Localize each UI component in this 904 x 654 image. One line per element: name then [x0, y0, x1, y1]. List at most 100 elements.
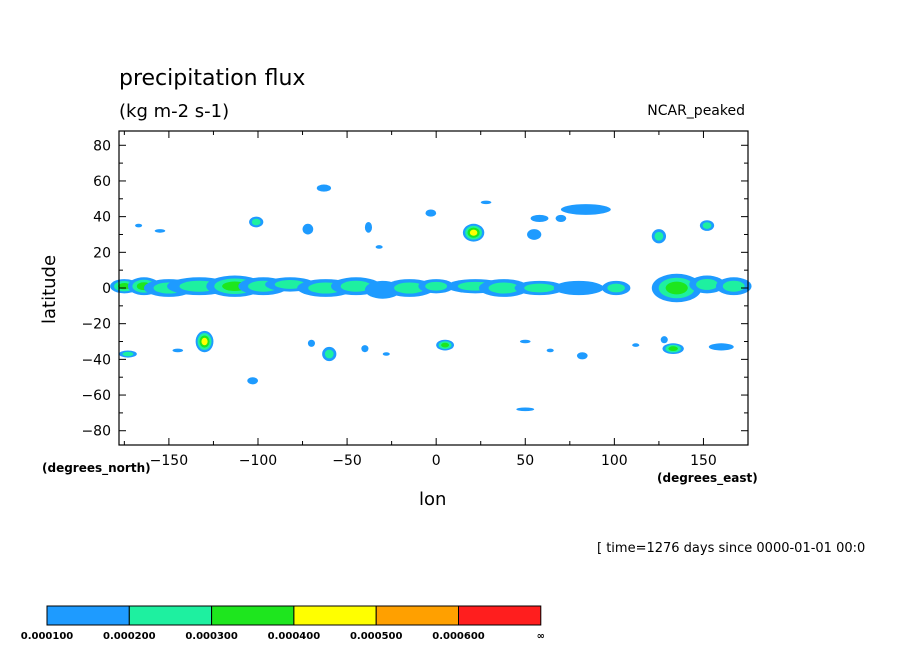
x-tick-label: 100 [601, 453, 628, 469]
precip-feature [375, 245, 383, 249]
precip-feature [632, 343, 640, 347]
contour-level-2 [702, 222, 712, 229]
contour-level-1 [527, 229, 542, 240]
x-tick-label: −150 [150, 453, 188, 469]
precip-feature [195, 330, 214, 353]
x-tick-label: 0 [432, 453, 441, 469]
precip-feature [382, 352, 390, 356]
colorbar-label: 0.000500 [350, 631, 403, 642]
precip-feature [699, 220, 715, 231]
contour-level-1 [555, 214, 567, 222]
contour-level-1 [553, 280, 604, 296]
contour-level-2 [654, 231, 664, 241]
contour-level-1 [519, 339, 531, 344]
contour-level-1 [425, 209, 437, 217]
contour-level-3 [665, 281, 688, 295]
colorbar-label: 0.000400 [268, 631, 321, 642]
y-tick-label: 80 [93, 138, 111, 154]
precip-feature [307, 339, 316, 347]
y-tick-label: −60 [81, 388, 111, 404]
y-tick-label: −20 [81, 317, 111, 333]
precip-feature [361, 345, 369, 353]
contour-level-3 [441, 342, 450, 348]
y-units-note: (degrees_north) [42, 461, 151, 475]
precip-feature [478, 279, 529, 297]
contour-level-1 [632, 343, 640, 347]
contour-level-4 [469, 229, 478, 236]
precip-feature [715, 277, 752, 296]
chart-title: precipitation flux [119, 66, 306, 91]
precip-feature [516, 407, 535, 412]
contour-level-2 [324, 349, 334, 359]
contour-level-2 [524, 283, 555, 293]
precip-feature [247, 377, 258, 385]
contour-level-2 [488, 282, 520, 294]
contour-level-1 [364, 221, 373, 233]
precip-feature [555, 214, 567, 222]
contour-level-4 [201, 337, 208, 346]
colorbar-swatch [46, 605, 130, 626]
precip-feature [249, 216, 264, 228]
contour-level-1 [480, 200, 492, 205]
x-tick-label: −50 [332, 453, 362, 469]
precip-feature [316, 184, 332, 192]
colorbar-label: 0.000300 [185, 631, 238, 642]
model-label: NCAR_peaked [647, 103, 745, 119]
colorbar-swatch [211, 605, 295, 626]
precip-feature [519, 339, 531, 344]
precip-feature [302, 223, 314, 235]
contour-level-1 [530, 214, 549, 222]
contour-level-2 [425, 281, 448, 291]
contour-level-1 [382, 352, 390, 356]
precip-feature [119, 350, 137, 358]
precip-feature [462, 223, 485, 242]
contour-level-2 [607, 283, 625, 293]
contour-level-2 [251, 218, 261, 226]
precip-feature [708, 343, 734, 351]
x-units-note: (degrees_east) [657, 471, 758, 485]
precip-feature [546, 348, 554, 353]
colorbar-label: 0.000600 [432, 631, 485, 642]
contour-level-1 [302, 223, 314, 235]
axis-ticks: −150 −100 −50 0 50 100 150 80 60 40 20 0 −20 −40 −60 −8… [81, 131, 749, 469]
precip-feature [553, 280, 604, 296]
precip-feature [425, 209, 437, 217]
colorbar-swatch [375, 605, 460, 626]
x-tick-label: 150 [690, 453, 717, 469]
precip-feature [662, 343, 684, 355]
precip-feature [480, 200, 492, 205]
precip-feature [651, 273, 702, 303]
time-label: [ time=1276 days since 0000-01-01 00:0 [597, 541, 866, 556]
precip-feature [689, 275, 725, 294]
precip-feature [530, 214, 549, 222]
y-tick-label: 20 [93, 245, 111, 261]
x-axis-label: lon [419, 489, 447, 510]
precip-feature [364, 221, 373, 233]
y-tick-label: −40 [81, 352, 111, 368]
contour-level-1 [375, 245, 383, 249]
precip-feature [154, 229, 166, 233]
precip-feature [601, 280, 631, 296]
colorbar-swatch [293, 605, 377, 626]
contour-level-1 [135, 223, 143, 228]
precip-feature [436, 339, 454, 351]
contour-level-1 [660, 336, 668, 344]
contour-level-2 [122, 351, 134, 357]
contour-level-3 [668, 346, 678, 352]
colorbar-swatch [128, 605, 213, 626]
precip-feature [651, 229, 667, 244]
contour-level-1 [172, 348, 184, 353]
contour-level-1 [316, 184, 332, 192]
contour-level-1 [708, 343, 734, 351]
contour-level-1 [247, 377, 258, 385]
contour-level-1 [154, 229, 166, 233]
contour-level-1 [307, 339, 316, 347]
precip-feature [135, 223, 143, 228]
y-tick-label: 60 [93, 174, 111, 190]
contour-level-1 [361, 345, 369, 353]
precip-contours [110, 184, 752, 412]
contour-level-1 [546, 348, 554, 353]
y-tick-label: 40 [93, 210, 111, 226]
contour-level-1 [576, 352, 588, 360]
